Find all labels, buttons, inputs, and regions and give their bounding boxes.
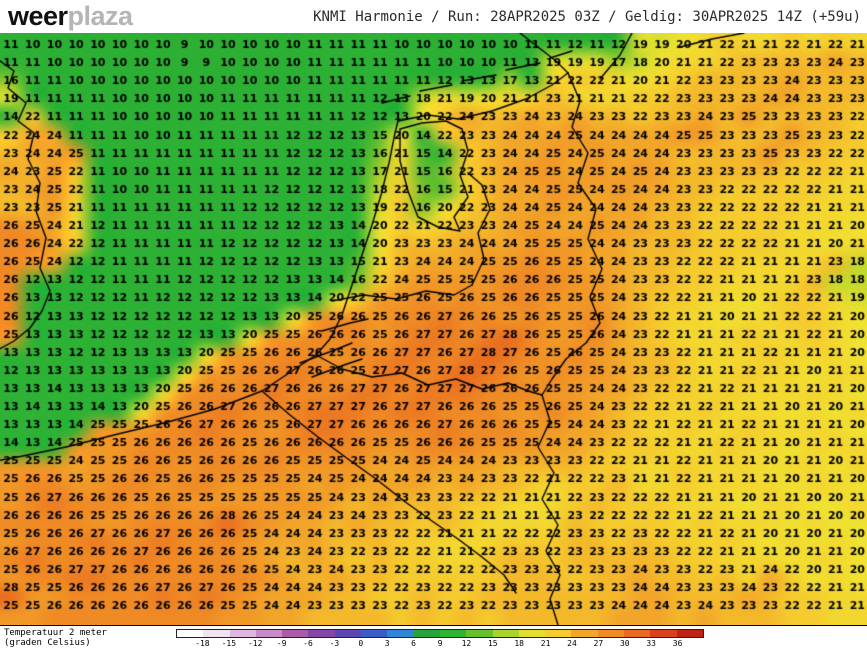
legend-tick: 18 bbox=[514, 639, 525, 648]
legend-tick: -6 bbox=[303, 639, 313, 648]
legend: Temperatuur 2 meter (graden Celsius) -18… bbox=[0, 625, 867, 650]
legend-tick: -12 bbox=[247, 639, 263, 648]
legend-color-segment bbox=[203, 630, 230, 637]
legend-color-segment bbox=[387, 630, 414, 637]
temperature-map-canvas bbox=[0, 33, 867, 625]
model-run-title: KNMI Harmonie / Run: 28APR2025 03Z / Gel… bbox=[313, 8, 861, 25]
legend-color-segment bbox=[334, 630, 362, 637]
legend-tick: 12 bbox=[461, 639, 472, 648]
legend-tick: -18 bbox=[195, 639, 210, 648]
legend-colorbar bbox=[176, 629, 704, 638]
legend-label-line2: (graden Celsius) bbox=[4, 638, 91, 648]
header: weerplaza KNMI Harmonie / Run: 28APR2025… bbox=[0, 0, 867, 33]
legend-ticks: -18 -15 -12 -9 -6 -3 0 3 6 9 12 15 18 21 24 27 30 33 36 bbox=[176, 639, 704, 649]
legend-tick: 0 bbox=[358, 639, 364, 648]
legend-tick: 27 bbox=[593, 639, 604, 648]
legend-color-segment bbox=[492, 630, 519, 637]
legend-tick: 36 bbox=[672, 639, 683, 648]
legend-color-segment bbox=[545, 630, 572, 637]
legend-color-segment bbox=[571, 630, 598, 637]
legend-label: Temperatuur 2 meter (graden Celsius) bbox=[4, 628, 107, 648]
legend-color-segment bbox=[650, 630, 677, 637]
legend-color-segment bbox=[229, 630, 256, 637]
legend-color-segment bbox=[518, 630, 546, 637]
legend-color-segment bbox=[439, 630, 467, 637]
legend-tick: 15 bbox=[487, 639, 498, 648]
logo-plaza: plaza bbox=[67, 1, 134, 31]
legend-tick: 9 bbox=[437, 639, 443, 648]
legend-tick: 30 bbox=[619, 639, 630, 648]
legend-label-line1: Temperatuur 2 meter bbox=[4, 628, 107, 638]
legend-color-segment bbox=[676, 630, 703, 637]
legend-tick: 33 bbox=[646, 639, 657, 648]
legend-tick: 6 bbox=[411, 639, 417, 648]
legend-tick: 24 bbox=[567, 639, 577, 648]
legend-color-segment bbox=[255, 630, 283, 637]
map-area bbox=[0, 33, 867, 625]
legend-color-segment bbox=[308, 630, 335, 637]
legend-color-segment bbox=[624, 630, 651, 637]
legend-tick: -9 bbox=[276, 639, 287, 648]
legend-color-segment bbox=[413, 630, 440, 637]
legend-color-segment bbox=[597, 630, 625, 637]
weerplaza-logo: weerplaza bbox=[8, 3, 133, 30]
legend-color-segment bbox=[466, 630, 493, 637]
legend-color-segment bbox=[282, 630, 309, 637]
legend-color-segment bbox=[177, 630, 204, 637]
legend-tick: -15 bbox=[221, 639, 237, 648]
legend-tick: 3 bbox=[384, 639, 390, 648]
legend-tick: 21 bbox=[540, 639, 551, 648]
legend-tick: -3 bbox=[329, 639, 340, 648]
logo-weer: weer bbox=[8, 1, 68, 31]
legend-color-segment bbox=[361, 630, 388, 637]
